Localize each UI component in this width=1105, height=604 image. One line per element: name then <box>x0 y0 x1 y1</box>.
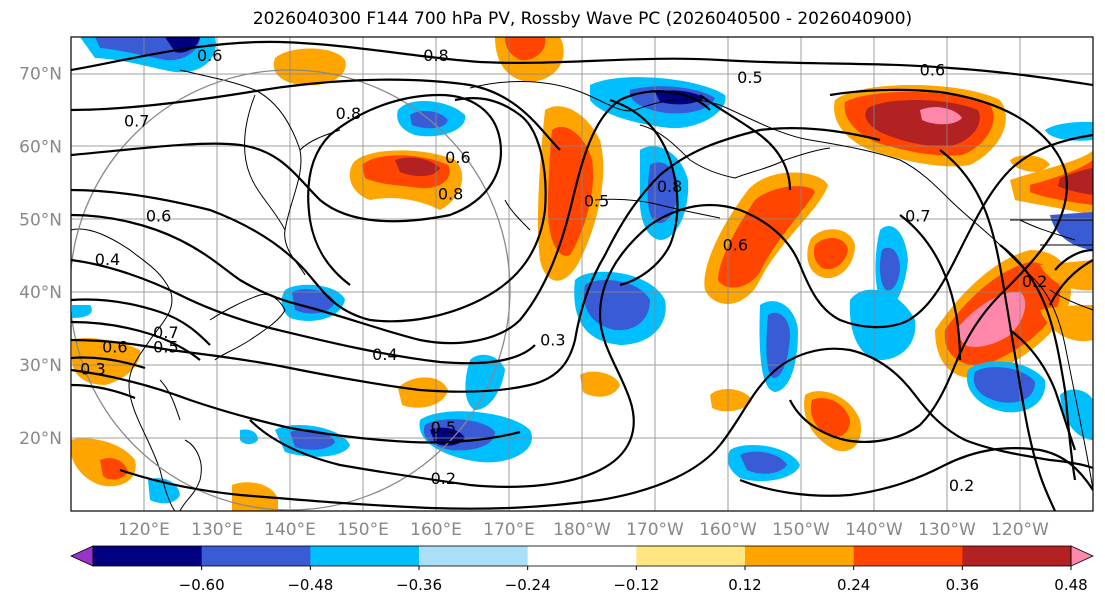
contour-label: 0.6 <box>723 235 748 254</box>
map-gridlines <box>71 37 1093 511</box>
lon-tick-label: 150°W <box>772 520 830 540</box>
contour-label: 0.5 <box>737 68 762 87</box>
colorbar-tick-label: −0.36 <box>396 576 442 594</box>
contour-label: 0.6 <box>920 60 945 79</box>
colorbar-bin <box>636 546 746 566</box>
lat-tick-label: 50°N <box>19 210 62 230</box>
contour-label: 0.5 <box>431 418 456 437</box>
pv-contours <box>71 40 1093 511</box>
colorbar-extend-high <box>1070 545 1094 567</box>
contour-label: 0.8 <box>423 46 448 65</box>
lat-tick-label: 40°N <box>19 283 62 303</box>
lat-tick-label: 60°N <box>19 137 62 157</box>
colorbar-tick-label: 0.12 <box>728 576 761 594</box>
pv-anomaly-shading <box>71 37 1093 511</box>
lon-tick-label: 120°W <box>991 520 1049 540</box>
lon-tick-label: 170°E <box>483 520 535 540</box>
lon-tick-label: 160°E <box>410 520 462 540</box>
lat-tick-label: 20°N <box>19 429 62 449</box>
lon-tick-label: 170°W <box>626 520 684 540</box>
lon-tick-label: 160°W <box>699 520 757 540</box>
lat-tick-label: 30°N <box>19 356 62 376</box>
colorbar-tick-label: −0.60 <box>179 576 225 594</box>
colorbar-bin <box>419 546 529 566</box>
map-border <box>70 36 1094 512</box>
contour-label: 0.6 <box>146 206 171 225</box>
colorbar-bin <box>310 546 420 566</box>
contour-label: 0.6 <box>197 46 222 65</box>
contour-label-group: 0.80.60.50.60.7 0.80.60.8 0.50.80.60.40.70… <box>80 46 1047 495</box>
colorbar-bin <box>745 546 855 566</box>
contour-label: 0.8 <box>657 177 682 196</box>
colorbar-bin <box>201 546 311 566</box>
colorbar-tick-label: 0.48 <box>1054 576 1087 594</box>
longitude-labels: 120°E 130°E 140°E 150°E 160°E 170°E 180°W 170°W… <box>118 520 1049 540</box>
colorbar-extend-low <box>70 545 94 567</box>
contour-label: 0.4 <box>95 250 120 269</box>
figure-title: 2026040300 F144 700 hPa PV, Rossby Wave … <box>252 9 913 29</box>
colorbar-tick-label: 0.36 <box>946 576 979 594</box>
colorbar: −0.60 −0.48 −0.36 −0.24 −0.12 0.12 0.24 0.36 0.4… <box>70 545 1094 594</box>
contour-label: 0.3 <box>540 330 565 349</box>
colorbar-tick-label: −0.12 <box>613 576 659 594</box>
contour-label: 0.7 <box>905 206 930 225</box>
colorbar-bin <box>853 546 963 566</box>
contour-label: 0.7 <box>153 323 178 342</box>
lon-tick-label: 130°W <box>918 520 976 540</box>
contour-label: 0.6 <box>102 338 127 357</box>
lon-tick-label: 140°E <box>264 520 316 540</box>
latitude-labels: 20°N 30°N 40°N 50°N 60°N 70°N <box>19 64 62 449</box>
colorbar-tick-label: −0.24 <box>505 576 551 594</box>
lon-tick-label: 120°E <box>118 520 170 540</box>
contour-label: 0.4 <box>372 345 397 364</box>
contour-label: 0.7 <box>124 112 149 131</box>
colorbar-frame <box>92 545 1072 567</box>
contour-label: 0.8 <box>438 184 463 203</box>
colorbar-tick-label: −0.48 <box>287 576 333 594</box>
contour-label: 0.2 <box>1022 272 1047 291</box>
lat-tick-label: 70°N <box>19 64 62 84</box>
contour-label: 0.6 <box>445 148 470 167</box>
contour-label: 0.8 <box>336 104 361 123</box>
colorbar-tick-label: 0.24 <box>837 576 870 594</box>
contour-label: 0.2 <box>949 476 974 495</box>
lon-tick-label: 150°E <box>337 520 389 540</box>
contour-label: 0.5 <box>584 192 609 211</box>
lon-tick-label: 130°E <box>191 520 243 540</box>
colorbar-bin <box>93 546 203 566</box>
lon-tick-label: 180°W <box>553 520 611 540</box>
colorbar-bin <box>962 546 1072 566</box>
colorbar-bin <box>527 546 637 566</box>
contour-label: 0.5 <box>153 338 178 357</box>
contour-label: 0.2 <box>431 469 456 488</box>
lon-tick-label: 140°W <box>845 520 903 540</box>
contour-label: 0.3 <box>80 359 105 378</box>
reference-circle <box>71 69 511 511</box>
